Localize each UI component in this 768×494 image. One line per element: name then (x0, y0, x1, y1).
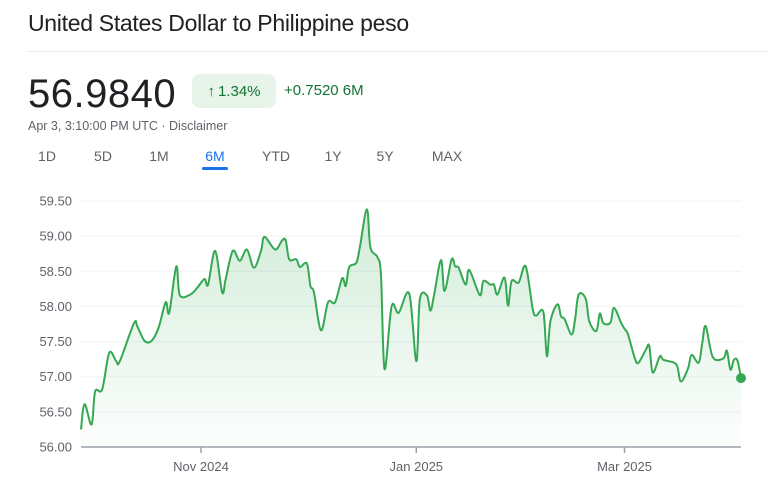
change-percent: 1.34% (217, 82, 261, 100)
tab-1d[interactable]: 1D (38, 148, 56, 164)
x-tick-label: Jan 2025 (390, 459, 444, 474)
x-tick-label: Nov 2024 (173, 459, 229, 474)
price-line (80, 208, 742, 430)
y-tick-label: 59.50 (39, 194, 72, 209)
x-tick-label: Mar 2025 (597, 459, 652, 474)
y-tick-label: 56.50 (39, 404, 72, 419)
tab-max[interactable]: MAX (431, 148, 463, 164)
current-price: 56.9840 (28, 72, 177, 116)
tab-5d[interactable]: 5D (94, 148, 112, 164)
tab-1m[interactable]: 1M (149, 148, 169, 164)
tab-6m[interactable]: 6M (202, 146, 228, 170)
y-tick-label: 57.00 (39, 369, 72, 384)
y-tick-label: 56.00 (39, 440, 72, 455)
x-axis: Nov 2024 Jan 2025 Mar 2025 (173, 447, 652, 474)
last-price-marker (736, 373, 746, 384)
divider (28, 51, 768, 52)
page-title: United States Dollar to Philippine peso (28, 10, 409, 36)
y-axis: 56.00 56.50 57.00 57.50 58.00 58.50 59.00 59.50 (39, 194, 72, 455)
tab-ytd[interactable]: YTD (262, 148, 290, 164)
y-tick-label: 58.50 (39, 264, 72, 279)
change-percent-badge: ↑ 1.34% (192, 74, 276, 108)
timestamp-disclaimer: Apr 3, 3:10:00 PM UTC · Disclaimer (28, 119, 228, 133)
tab-1y[interactable]: 1Y (324, 148, 342, 164)
y-tick-label: 58.00 (39, 299, 72, 314)
change-absolute: +0.7520 6M (284, 82, 364, 99)
range-tabs: 1D 5D 1M 6M YTD 1Y 5Y MAX (28, 146, 465, 170)
price-area (81, 209, 741, 447)
tab-5y[interactable]: 5Y (376, 148, 394, 164)
y-tick-label: 59.00 (39, 229, 72, 244)
price-chart[interactable]: 56.00 56.50 57.00 57.50 58.00 58.50 59.00 59.50… (0, 180, 768, 494)
y-tick-label: 57.50 (39, 334, 72, 349)
arrow-up-icon: ↑ (207, 82, 215, 100)
